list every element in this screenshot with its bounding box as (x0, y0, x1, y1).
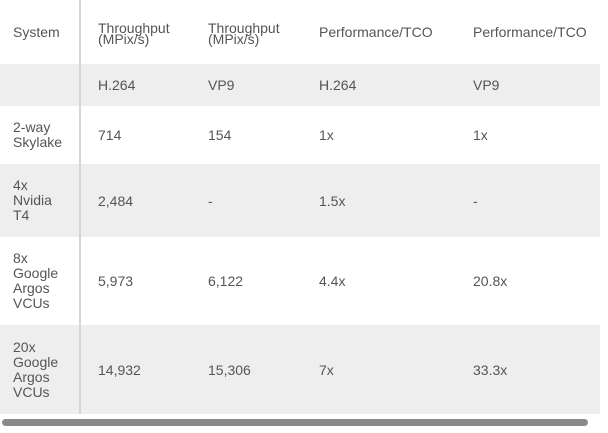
comparison-table: System Throughput (MPix/s) Throughput (M… (0, 0, 600, 414)
codec-cell-empty (0, 64, 81, 106)
system-name-cell: 4x Nvidia T4 (0, 164, 81, 237)
codec-cell: VP9 (456, 64, 600, 106)
codec-cell: H.264 (302, 64, 456, 106)
table-cell: 154 (191, 106, 302, 164)
table-row: 8x Google Argos VCUs 5,973 6,122 4.4x 20… (0, 237, 600, 325)
table-row: 20x Google Argos VCUs 14,932 15,306 7x 3… (0, 325, 600, 414)
system-name-cell: 2-way Skylake (0, 106, 81, 164)
table-row: 2-way Skylake 714 154 1x 1x (0, 106, 600, 164)
system-name-cell: 20x Google Argos VCUs (0, 325, 81, 414)
horizontal-scrollbar-thumb[interactable] (2, 419, 588, 426)
header-system: System (0, 0, 81, 64)
system-name-cell: 8x Google Argos VCUs (0, 237, 81, 325)
table-cell: 7x (302, 325, 456, 414)
table-cell: 1.5x (302, 164, 456, 237)
table-cell: 33.3x (456, 325, 600, 414)
table-header-row: System Throughput (MPix/s) Throughput (M… (0, 0, 600, 64)
codec-cell: VP9 (191, 64, 302, 106)
table-cell: 4.4x (302, 237, 456, 325)
table-cell: 2,484 (80, 164, 191, 237)
table-cell: 1x (302, 106, 456, 164)
header-perf-tco-h264: Performance/TCO (319, 24, 433, 40)
header-throughput-vp9: Throughput (MPix/s) (208, 20, 280, 47)
table-cell: - (191, 164, 302, 237)
codec-row: H.264 VP9 H.264 VP9 (0, 64, 600, 106)
codec-cell: H.264 (80, 64, 191, 106)
comparison-table-container: System Throughput (MPix/s) Throughput (M… (0, 0, 600, 414)
table-cell: - (456, 164, 600, 237)
table-cell: 5,973 (80, 237, 191, 325)
table-cell: 15,306 (191, 325, 302, 414)
table-cell: 20.8x (456, 237, 600, 325)
table-cell: 14,932 (80, 325, 191, 414)
header-perf-tco-vp9: Performance/TCO (473, 24, 587, 40)
header-throughput-h264: Throughput (MPix/s) (98, 20, 170, 47)
table-cell: 714 (80, 106, 191, 164)
table-cell: 6,122 (191, 237, 302, 325)
table-row: 4x Nvidia T4 2,484 - 1.5x - (0, 164, 600, 237)
table-cell: 1x (456, 106, 600, 164)
